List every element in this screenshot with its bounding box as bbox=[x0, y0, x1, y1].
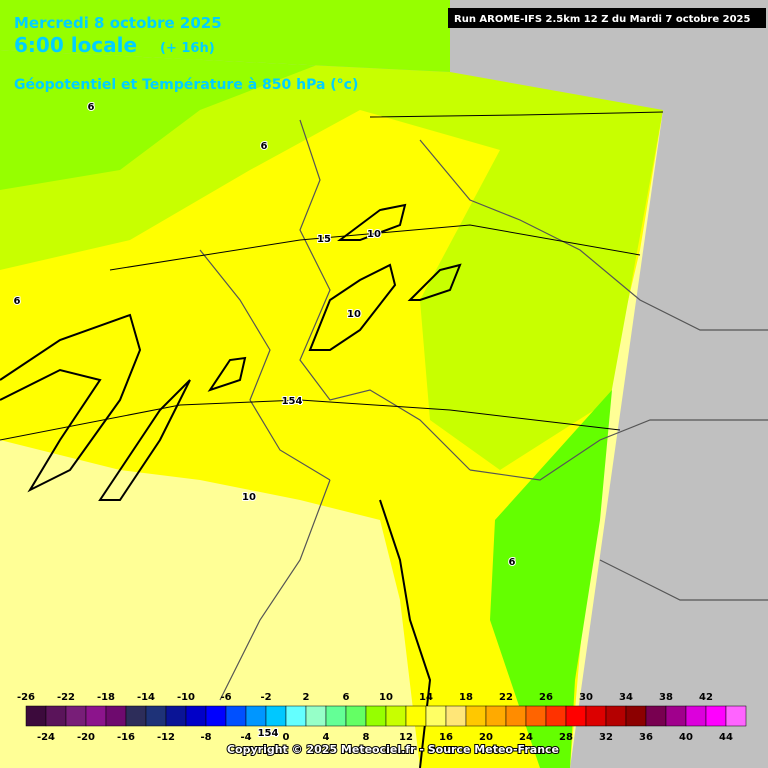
scale-swatch bbox=[265, 705, 287, 727]
contour-label: 15 bbox=[317, 234, 331, 245]
contour-label: 154 bbox=[282, 396, 303, 407]
scale-label: 4 bbox=[323, 732, 330, 743]
scale-label: -24 bbox=[37, 732, 55, 743]
contour-label: 6 bbox=[14, 296, 21, 307]
scale-label: -14 bbox=[137, 692, 155, 703]
scale-swatch bbox=[245, 705, 267, 727]
scale-swatch bbox=[405, 705, 427, 727]
contour-label: 10 bbox=[367, 229, 381, 240]
scale-swatch bbox=[45, 705, 67, 727]
copyright: Copyright © 2025 Meteociel.fr - Source M… bbox=[227, 743, 559, 756]
scale-label: 42 bbox=[699, 692, 713, 703]
scale-swatch bbox=[185, 705, 207, 727]
date: Mercredi 8 octobre 2025 bbox=[14, 14, 222, 32]
scale-swatch bbox=[485, 705, 507, 727]
temp-zone bbox=[490, 390, 612, 768]
contour-label: 6 bbox=[88, 102, 95, 113]
scale-label: 12 bbox=[399, 732, 413, 743]
scale-label: -4 bbox=[240, 732, 251, 743]
contour-label: 154 bbox=[258, 728, 279, 739]
scale-swatch bbox=[725, 705, 747, 727]
scale-label: 16 bbox=[439, 732, 453, 743]
scale-label: 32 bbox=[599, 732, 613, 743]
scale-label: 26 bbox=[539, 692, 553, 703]
scale-label: 34 bbox=[619, 692, 633, 703]
scale-label: 22 bbox=[499, 692, 513, 703]
scale-label: 2 bbox=[303, 692, 310, 703]
scale-label: -22 bbox=[57, 692, 75, 703]
scale-swatch bbox=[705, 705, 727, 727]
scale-swatch bbox=[685, 705, 707, 727]
scale-label: 6 bbox=[343, 692, 350, 703]
scale-swatch bbox=[305, 705, 327, 727]
scale-label: 18 bbox=[459, 692, 473, 703]
borders bbox=[199, 119, 768, 701]
scale-label: -8 bbox=[200, 732, 211, 743]
time: 6:00 locale bbox=[14, 33, 137, 57]
run-box bbox=[448, 8, 766, 28]
scale-swatch bbox=[285, 705, 307, 727]
scale-label: -16 bbox=[117, 732, 135, 743]
scale-swatch bbox=[105, 705, 127, 727]
scale-label: -10 bbox=[177, 692, 195, 703]
contour-label: 6 bbox=[261, 141, 268, 152]
scale-swatch bbox=[605, 705, 627, 727]
scale-swatch bbox=[85, 705, 107, 727]
scale-swatch bbox=[25, 705, 47, 727]
scale-label: -26 bbox=[17, 692, 35, 703]
field-title: Géopotentiel et Température à 850 hPa (°… bbox=[14, 77, 358, 93]
scale-swatch bbox=[425, 705, 447, 727]
scale-swatch bbox=[125, 705, 147, 727]
scale-label: 36 bbox=[639, 732, 653, 743]
scale-swatch bbox=[525, 705, 547, 727]
scale-swatch bbox=[545, 705, 567, 727]
scale-swatch bbox=[645, 705, 667, 727]
scale-swatch bbox=[465, 705, 487, 727]
scale-swatch bbox=[345, 705, 367, 727]
scale-label: -18 bbox=[97, 692, 115, 703]
scale-swatch bbox=[565, 705, 587, 727]
scale-swatch bbox=[625, 705, 647, 727]
scale-label: -6 bbox=[220, 692, 231, 703]
scale-label: -2 bbox=[260, 692, 271, 703]
scale-label: 14 bbox=[419, 692, 433, 703]
scale-label: 24 bbox=[519, 732, 533, 743]
scale-label: -20 bbox=[77, 732, 95, 743]
scale-swatch bbox=[165, 705, 187, 727]
scale-label: 10 bbox=[379, 692, 393, 703]
geopotential-lines bbox=[0, 111, 664, 441]
scale-label: 20 bbox=[479, 732, 493, 743]
contour-label: 6 bbox=[509, 557, 516, 568]
scale-swatch bbox=[665, 705, 687, 727]
scale-swatch bbox=[325, 705, 347, 727]
color-scale: -26-24-22-20-18-16-14-12-10-8-6-4-202468… bbox=[17, 692, 747, 743]
scale-swatch bbox=[65, 705, 87, 727]
scale-swatch bbox=[505, 705, 527, 727]
scale-swatch bbox=[145, 705, 167, 727]
scale-label: -12 bbox=[157, 732, 175, 743]
scale-swatch bbox=[445, 705, 467, 727]
contour-label: 10 bbox=[242, 492, 256, 503]
temp-zone bbox=[0, 0, 450, 72]
scale-label: 30 bbox=[579, 692, 593, 703]
scale-label: 40 bbox=[679, 732, 693, 743]
scale-swatch bbox=[585, 705, 607, 727]
scale-label: 8 bbox=[363, 732, 370, 743]
contour-label: 10 bbox=[347, 309, 361, 320]
scale-label: 38 bbox=[659, 692, 673, 703]
lead-time: (+ 16h) bbox=[160, 41, 215, 56]
scale-swatch bbox=[385, 705, 407, 727]
scale-label: 44 bbox=[719, 732, 733, 743]
scale-swatch bbox=[365, 705, 387, 727]
scale-swatch bbox=[225, 705, 247, 727]
run-info: Run AROME-IFS 2.5km 12 Z du Mardi 7 octo… bbox=[454, 14, 750, 25]
scale-label: 28 bbox=[559, 732, 573, 743]
scale-label: 0 bbox=[283, 732, 290, 743]
scale-swatch bbox=[205, 705, 227, 727]
